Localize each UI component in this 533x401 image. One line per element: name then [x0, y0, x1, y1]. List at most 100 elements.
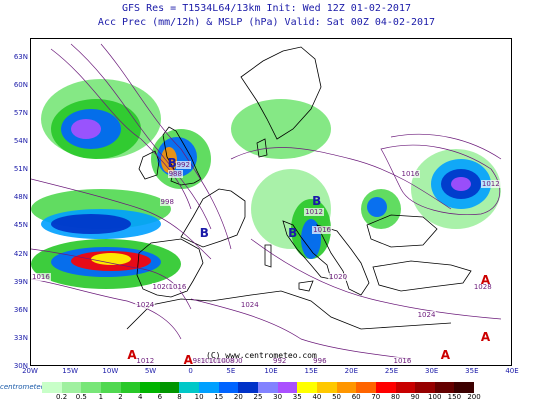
low-pressure-marker: B: [288, 226, 298, 241]
isobar-value-label: 1024: [239, 301, 260, 310]
scale-label: 8: [177, 393, 182, 401]
lon-label: 20E: [344, 367, 358, 375]
low-pressure-marker: B: [199, 226, 209, 241]
isobar-value-label: 1016: [312, 226, 332, 235]
scale-swatch: [454, 382, 475, 393]
scale-swatch: [277, 382, 298, 393]
scale-label: 60: [351, 393, 361, 401]
isobar-value-label: 1012: [480, 179, 501, 188]
lon-label: 15E: [304, 367, 318, 375]
scale-swatch: [395, 382, 416, 393]
low-pressure-marker: B: [167, 156, 177, 171]
isobar-value-label: 988: [191, 357, 208, 365]
scale-swatch: [159, 382, 180, 393]
scale-label: 90: [410, 393, 420, 401]
scale-label: 30: [273, 393, 283, 401]
lat-label: 51N: [13, 165, 28, 174]
scale-swatch: [42, 382, 62, 393]
scale-swatch: [140, 382, 160, 393]
high-pressure-marker: A: [440, 348, 450, 363]
scale-swatch: [238, 382, 259, 393]
precip-area: [451, 177, 471, 191]
lon-label: 40E: [505, 367, 519, 375]
scale-swatch: [199, 382, 219, 393]
scale-label: 1: [98, 393, 104, 401]
lat-label: 33N: [13, 333, 28, 342]
map-title-line1: GFS Res = T1534L64/13km Init: Wed 12Z 01…: [122, 3, 411, 14]
lon-label: 30E: [424, 367, 439, 375]
isobar-value-label: 992: [272, 357, 288, 365]
lon-label: 0: [188, 367, 193, 375]
lat-label: 63N: [13, 52, 28, 61]
scale-label: 10: [194, 393, 204, 401]
isobar-value-label: 998: [159, 198, 175, 207]
isobar-value-label: 988: [167, 170, 183, 179]
isobar-value-label: 1012: [304, 207, 324, 216]
isobar-value-label: 992: [175, 160, 191, 169]
scale-label: 80: [390, 393, 400, 401]
lon-label: 5W: [144, 367, 157, 375]
precipitation-map: 9929961000988101610121016100010041008101…: [30, 38, 512, 366]
low-pressure-marker: B: [312, 193, 322, 208]
scale-label: 200: [467, 393, 481, 401]
precip-area: [367, 197, 387, 217]
lon-label: 15W: [62, 367, 79, 375]
scale-label: 15: [214, 393, 224, 401]
scale-label: 6: [157, 393, 163, 401]
scale-label: 4: [137, 393, 143, 401]
precip-area: [51, 214, 131, 234]
scale-swatch: [316, 382, 337, 393]
scale-label: 40: [312, 393, 322, 401]
coastlines: [126, 46, 472, 330]
high-pressure-marker: A: [480, 329, 491, 344]
scale-label: 150: [447, 393, 462, 401]
lat-label: 36N: [13, 305, 28, 314]
isobar-value-label: 1020: [151, 282, 172, 291]
lon-label: 25E: [384, 367, 399, 375]
isobar-value-label: 1028: [472, 282, 493, 291]
scale-swatch: [356, 382, 376, 393]
lat-label: 57N: [13, 108, 28, 117]
precip-area: [91, 253, 131, 265]
scale-label: 20: [233, 393, 243, 401]
lat-label: 45N: [13, 221, 28, 230]
lat-label: 48N: [13, 193, 28, 202]
scale-swatch: [375, 382, 396, 393]
isobar-value-label: 1012: [135, 357, 156, 365]
isobar-value-label: 1016: [400, 170, 421, 179]
high-pressure-marker: A: [183, 353, 193, 366]
lat-label: 39N: [13, 277, 28, 286]
lon-label: 20W: [22, 367, 38, 375]
scale-swatch: [179, 382, 200, 393]
isobar-value-label: 1016: [31, 273, 51, 282]
scale-swatch: [120, 382, 141, 393]
high-pressure-marker: A: [127, 348, 137, 363]
isobars: [31, 43, 502, 360]
scale-label: 35: [292, 393, 302, 401]
scale-swatch: [415, 382, 435, 393]
scale-swatch: [61, 382, 82, 393]
scale-swatch: [81, 382, 101, 393]
scale-label: 2: [118, 393, 123, 401]
scale-label: 0.5: [75, 393, 87, 401]
isobar-value-label: 1024: [416, 310, 437, 319]
scale-swatch: [100, 382, 121, 393]
map-canvas: [31, 43, 502, 360]
scale-swatch: [218, 382, 239, 393]
lon-label: 10W: [102, 367, 119, 375]
scale-swatch: [258, 382, 278, 393]
precip-color-scale: [42, 382, 475, 393]
isobar-value-label: 1024: [135, 301, 156, 310]
lat-label: 30N: [13, 362, 28, 370]
scale-label: 100: [428, 393, 442, 401]
lon-label: 10E: [264, 367, 278, 375]
isobar-value-label: 1020: [328, 273, 349, 282]
high-pressure-marker: A: [480, 273, 491, 288]
map-title-line2: Acc Prec (mm/12h) & MSLP (hPa) Valid: Sa…: [97, 17, 436, 28]
copyright-credit: (C) www.centrometeo.com: [206, 351, 317, 360]
map-labels-layer: 9929961000988101610121016100010041008101…: [31, 39, 511, 365]
scale-swatch: [434, 382, 455, 393]
lon-label: 5E: [226, 367, 236, 375]
isobar-value-label: 1008: [215, 357, 236, 365]
lat-label: 60N: [13, 80, 28, 89]
